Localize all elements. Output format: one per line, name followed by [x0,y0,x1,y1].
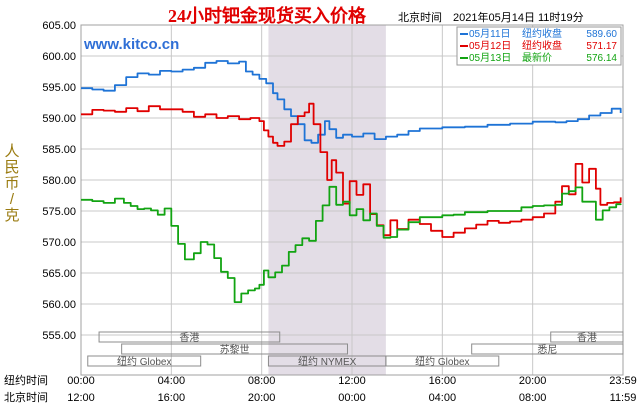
legend-label: 纽约收盘 [522,27,562,40]
session-label: 纽约 NYMEX [298,355,357,368]
x-tick-label-bj: 20:00 [248,392,276,404]
series-line [81,102,622,238]
series-line [81,185,622,303]
x-tick-label-ny: 20:00 [519,375,547,387]
x-tick-label-bj: 11:59 [610,392,637,404]
x-tick-label-ny: 23:59 [609,375,637,387]
legend-label: 纽约收盘 [522,39,562,52]
session-label: 香港 [577,332,597,344]
x-axis-ny-label: 纽约时间 [4,373,48,387]
legend-date: 05月13日 [469,52,511,64]
y-axis-label: 人民币/克 [4,143,19,224]
session-bar [98,331,281,343]
x-tick-label-ny: 16:00 [429,375,457,387]
session-bar [87,355,202,367]
legend: 05月11日 纽约收盘 589.60 05月12日 纽约收盘 571.17 05月13日 最新… [456,26,622,66]
y-tick-label: 605.00 [42,20,76,32]
chart-subtitle: 北京时间 2021年05月14日 11时19分 [398,10,584,24]
y-tick-label: 595.00 [42,82,76,94]
session-bar [385,355,500,367]
y-axis-label-char: 民 [4,159,19,176]
session-label: 苏黎世 [220,343,250,356]
y-axis-label-char: / [10,191,15,208]
series-line [81,60,622,144]
x-tick-label-ny: 08:00 [248,375,276,387]
x-tick-label-bj: 04:00 [429,392,457,404]
session-bar [550,331,624,343]
y-axis-label-char: 币 [4,175,19,192]
session-bar [471,343,624,355]
session-bar [121,343,348,355]
y-tick-label: 580.00 [42,175,76,187]
chart-title: 24小时钯金现货买入价格 [168,5,367,26]
x-tick-label-bj: 08:00 [519,392,547,404]
x-tick-label-ny: 04:00 [158,375,186,387]
nymex-session-shade [268,25,386,375]
x-tick-label-bj: 16:00 [158,392,186,404]
x-tick-label-ny: 12:00 [338,375,366,387]
legend-box [456,26,622,66]
legend-value: 589.60 [586,29,617,40]
session-label: 悉尼 [537,344,557,356]
y-tick-label: 600.00 [42,51,76,63]
y-tick-label: 570.00 [42,237,76,249]
x-axis-bj-label: 北京时间 [4,390,48,404]
legend-value: 576.14 [586,53,617,64]
session-label: 纽约 Globex [117,355,171,368]
legend-date: 05月12日 [469,40,511,52]
y-tick-label: 585.00 [42,144,76,156]
watermark-site: www.kitco.cn [83,36,179,53]
legend-date: 05月11日 [469,28,511,40]
y-axis-label-char: 克 [4,207,19,224]
y-tick-label: 560.00 [42,299,76,311]
session-label: 香港 [179,332,199,344]
y-tick-label: 590.00 [42,113,76,125]
y-axis-label-char: 人 [4,143,19,160]
x-tick-label-bj: 12:00 [67,392,95,404]
legend-value: 571.17 [586,41,617,52]
y-tick-label: 575.00 [42,206,76,218]
x-tick-label-bj: 00:00 [338,392,366,404]
legend-label: 最新价 [522,51,552,64]
y-tick-label: 565.00 [42,268,76,280]
x-tick-label-ny: 00:00 [67,375,95,387]
y-tick-label: 555.00 [42,330,76,342]
session-label: 纽约 Globex [415,355,469,368]
